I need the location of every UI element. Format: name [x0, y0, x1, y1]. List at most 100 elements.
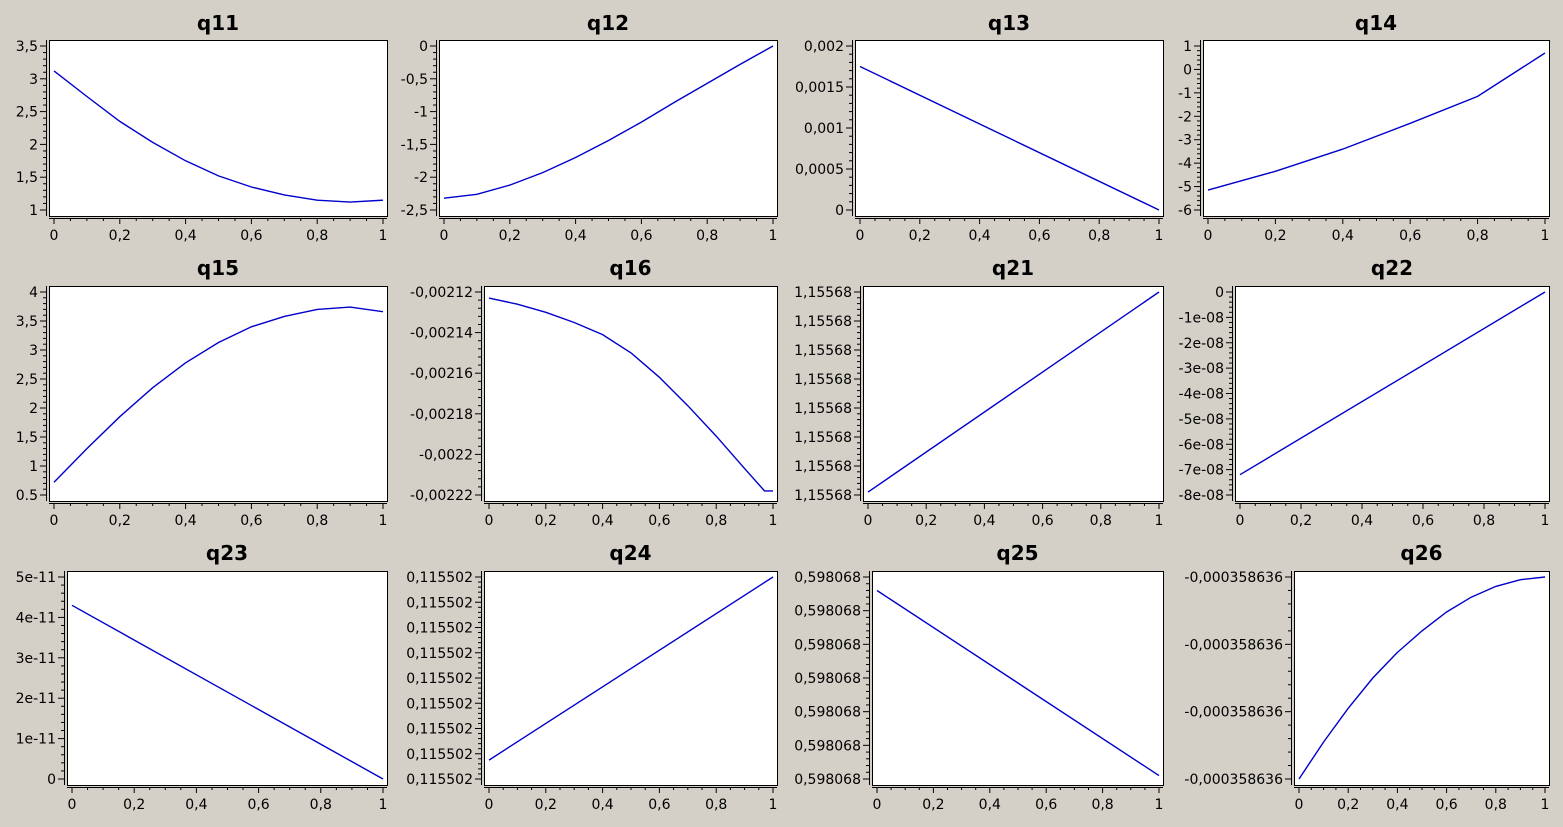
- x-tick-label: 1: [379, 228, 388, 244]
- y-tick-label: -0,000358636: [1184, 705, 1283, 721]
- x-tick-label: 0,2: [535, 797, 557, 813]
- chart-panel-q12: q12 0 0,2 0,4 0,6 0,8 1 -2,5 -2 -1,5 -1 -0,5 0: [401, 11, 778, 244]
- series-line: [53, 70, 384, 203]
- x-tick-label: 1: [1541, 228, 1550, 244]
- chart-panel-q15: q15 0 0,2 0,4 0,6 0,8 1 0.5 1 1,5 2 2,5 3 3,5 4: [16, 256, 388, 529]
- x-tick-label: 0,6: [648, 797, 670, 813]
- series-line: [488, 297, 773, 492]
- y-tick-label: 0,115502: [406, 671, 473, 687]
- x-tick-label: 0,2: [1337, 797, 1359, 813]
- y-tick-label: 1,15568: [794, 430, 852, 446]
- y-tick-label: 0,115502: [406, 747, 473, 763]
- y-tick-label: 2,5: [16, 105, 38, 121]
- series-line: [1207, 52, 1546, 191]
- y-tick-label: -2,5: [401, 203, 428, 219]
- chart-panel-q23: q23 0 0,2 0,4 0,6 0,8 1 0 1e-11 2e-11 3e-11 4e-11 5e…: [16, 541, 388, 813]
- x-tick-label: 0: [50, 228, 59, 244]
- x-tick-label: 0: [440, 228, 449, 244]
- x-tick-label: 0,2: [909, 228, 931, 244]
- y-tick-label: -2: [414, 170, 428, 186]
- y-tick-label: -0,000358636: [1184, 570, 1283, 586]
- y-tick-label: -6e-08: [1179, 437, 1224, 453]
- chart-title: q11: [197, 11, 239, 35]
- y-tick-label: 0,0015: [795, 80, 844, 96]
- x-tick-label: 0,8: [306, 228, 328, 244]
- series-line: [1239, 291, 1546, 476]
- x-tick-label: 0,4: [1351, 513, 1373, 529]
- y-tick-label: -3e-08: [1179, 361, 1224, 377]
- y-tick-label: -0,0022: [419, 447, 473, 463]
- y-tick-label: 1: [29, 459, 38, 475]
- y-tick-label: 2: [29, 137, 38, 153]
- x-tick-label: 1: [769, 797, 778, 813]
- x-tick-label: 0,4: [968, 228, 990, 244]
- plot-area: [1294, 571, 1550, 786]
- y-tick-label: 0: [1183, 62, 1192, 78]
- y-tick-label: -0,00216: [410, 366, 473, 382]
- y-tick-label: 2,5: [16, 372, 38, 388]
- plot-area: [49, 40, 388, 217]
- x-tick-label: 1: [769, 513, 778, 529]
- series-line: [443, 45, 774, 199]
- y-tick-label: 0: [835, 203, 844, 219]
- series-line: [71, 604, 384, 780]
- y-tick-label: -0,00218: [410, 407, 473, 423]
- x-tick-label: 1: [1155, 797, 1164, 813]
- y-tick-label: 1,5: [16, 170, 38, 186]
- x-tick-label: 0,2: [123, 797, 145, 813]
- x-tick-label: 0: [1295, 797, 1304, 813]
- x-tick-label: 0,4: [1386, 797, 1408, 813]
- y-tick-label: -2: [1178, 109, 1192, 125]
- x-tick-label: 0,4: [174, 513, 196, 529]
- x-tick-label: 0,4: [564, 228, 586, 244]
- x-tick-label: 0,8: [696, 228, 718, 244]
- x-tick-label: 0: [68, 797, 77, 813]
- y-tick-label: 3,5: [16, 314, 38, 330]
- x-tick-label: 0,4: [185, 797, 207, 813]
- chart-title: q13: [988, 11, 1030, 35]
- y-tick-label: 0,598068: [794, 738, 861, 754]
- y-tick-label: -1: [414, 105, 428, 121]
- y-tick-label: 0,115502: [406, 696, 473, 712]
- y-tick-label: 0,002: [804, 39, 844, 55]
- y-tick-label: 0,001: [804, 121, 844, 137]
- y-tick-label: 0,115502: [406, 621, 473, 637]
- x-tick-label: 0,8: [705, 513, 727, 529]
- y-tick-label: 2: [29, 401, 38, 417]
- x-tick-label: 0: [485, 513, 494, 529]
- chart-title: q25: [996, 541, 1038, 565]
- y-tick-label: 1: [1183, 39, 1192, 55]
- x-tick-label: 1: [379, 797, 388, 813]
- chart-panel-q26: q26 0 0,2 0,4 0,6 0,8 1 -0,000358636 -0,00035863…: [1184, 541, 1550, 813]
- x-tick-label: 0,6: [1035, 797, 1057, 813]
- chart-panel-q22: q22 0 0,2 0,4 0,6 0,8 1 -8e-08 -7e-08 -6e-08 -5e-0…: [1179, 256, 1550, 529]
- x-tick-label: 0,6: [1399, 228, 1421, 244]
- y-tick-label: -8e-08: [1179, 488, 1224, 504]
- x-tick-label: 0,6: [247, 797, 269, 813]
- x-tick-label: 0,2: [109, 513, 131, 529]
- x-tick-label: 0,8: [310, 797, 332, 813]
- series-line: [876, 589, 1160, 777]
- y-tick-label: 3,5: [16, 39, 38, 55]
- y-tick-label: 1,15568: [794, 285, 852, 301]
- y-tick-label: 5e-11: [16, 570, 56, 586]
- y-tick-label: -7e-08: [1179, 463, 1224, 479]
- plot-area: [49, 286, 388, 502]
- x-tick-label: 0,8: [1088, 228, 1110, 244]
- chart-title: q16: [609, 256, 651, 280]
- x-tick-label: 0,2: [499, 228, 521, 244]
- x-tick-label: 0,4: [174, 228, 196, 244]
- y-tick-label: 0,598068: [794, 604, 861, 620]
- x-tick-label: 0,8: [1473, 513, 1495, 529]
- y-tick-label: 0,115502: [406, 722, 473, 738]
- y-tick-label: -1: [1178, 86, 1192, 102]
- series-line: [53, 306, 384, 483]
- plot-area: [872, 571, 1164, 786]
- y-tick-label: 0: [419, 39, 428, 55]
- x-tick-label: 0,6: [1028, 228, 1050, 244]
- chart-panel-q13: q13 0 0,2 0,4 0,6 0,8 1 0 0,0005 0,001 0,0015 0,002: [795, 11, 1164, 244]
- x-tick-label: 1: [1541, 513, 1550, 529]
- x-tick-label: 0,8: [1090, 513, 1112, 529]
- y-tick-label: 1,5: [16, 430, 38, 446]
- x-tick-label: 0,4: [591, 797, 613, 813]
